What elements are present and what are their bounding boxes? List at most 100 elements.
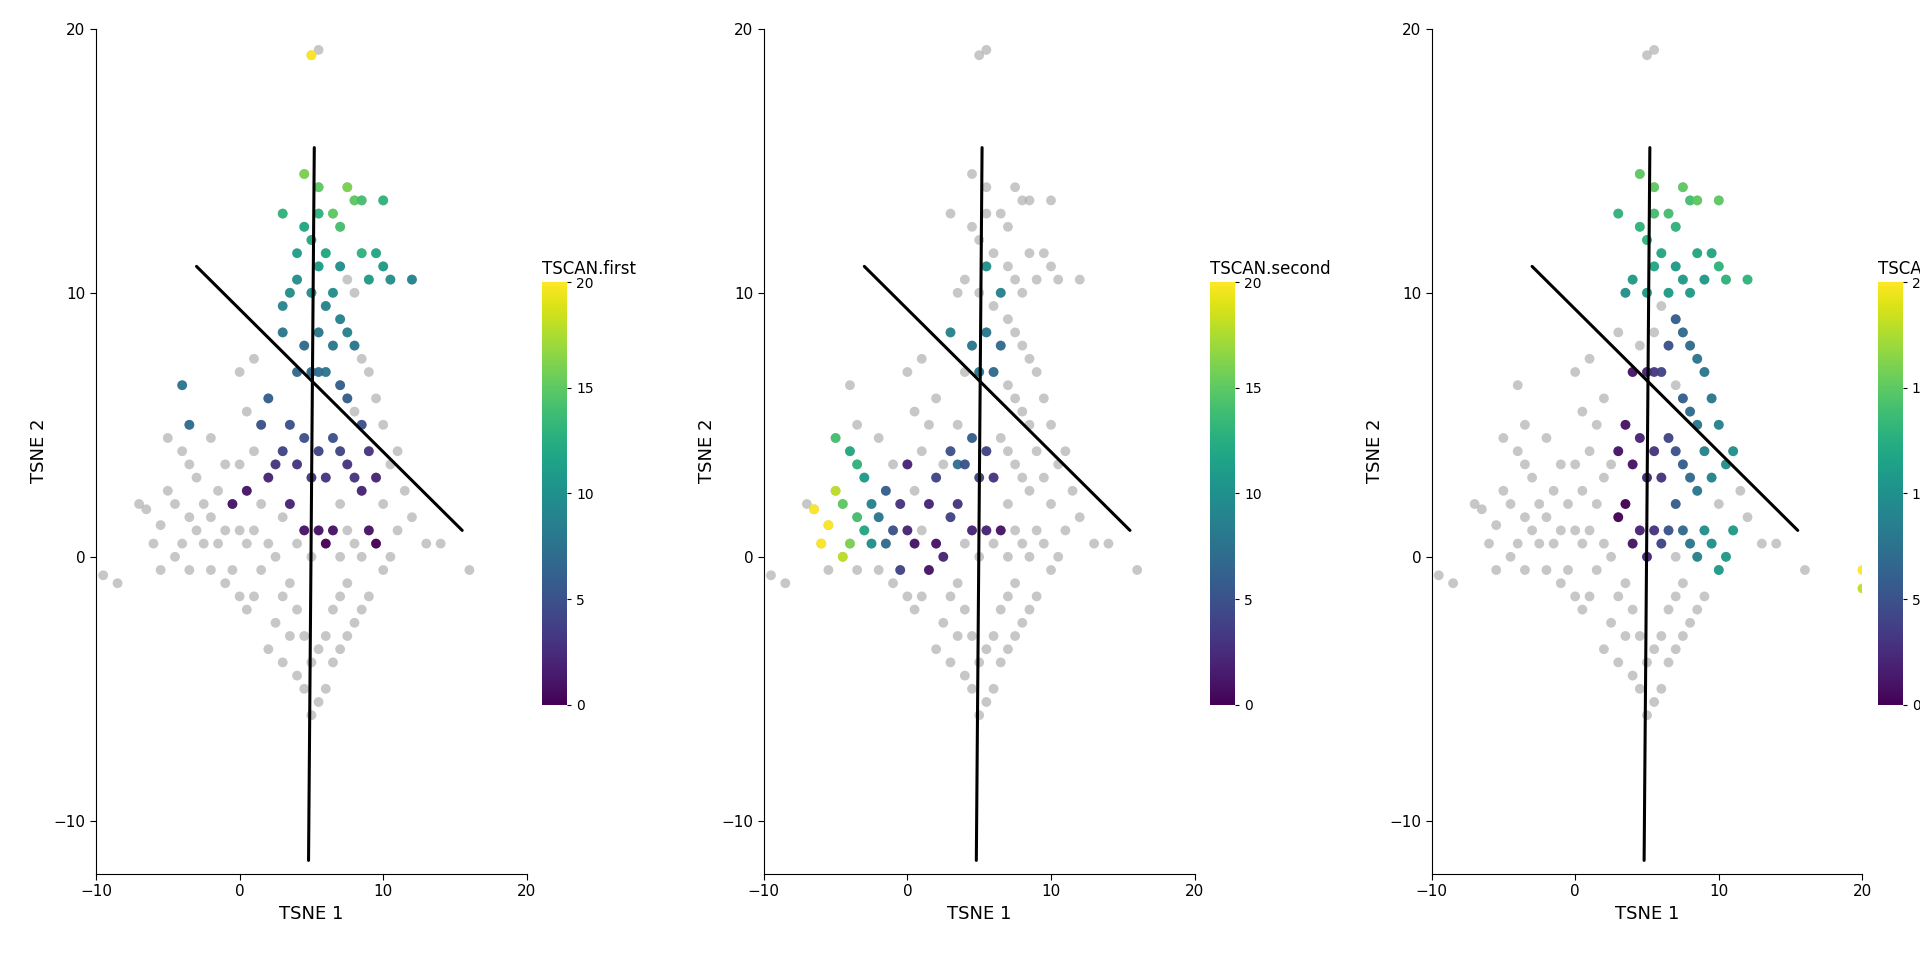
Point	[1690, 272, 1720, 287]
Point	[956, 166, 987, 181]
Point	[311, 536, 342, 551]
Point	[303, 641, 334, 657]
Point	[296, 549, 326, 564]
Point	[1632, 549, 1663, 564]
Point	[1029, 391, 1060, 406]
Point	[922, 641, 952, 657]
Point	[1079, 536, 1110, 551]
Point	[1645, 246, 1676, 261]
Point	[1690, 588, 1720, 604]
Point	[1640, 365, 1670, 380]
Point	[1574, 444, 1605, 459]
Point	[288, 430, 319, 445]
Point	[1603, 655, 1634, 670]
Point	[340, 536, 371, 551]
Point	[311, 365, 342, 380]
Point	[1553, 496, 1584, 512]
Point	[1761, 536, 1791, 551]
Point	[217, 496, 248, 512]
Point	[180, 470, 211, 486]
Point	[324, 219, 355, 234]
Point	[1645, 470, 1676, 486]
Point	[993, 496, 1023, 512]
Point	[288, 338, 319, 353]
Point	[303, 365, 334, 380]
Point	[1661, 496, 1692, 512]
Point	[317, 338, 348, 353]
Point	[311, 365, 342, 380]
Point	[1668, 180, 1699, 195]
Point	[1640, 694, 1670, 709]
Point	[296, 48, 326, 63]
Point	[1488, 430, 1519, 445]
Point	[361, 246, 392, 261]
Point	[317, 338, 348, 353]
Point	[267, 444, 298, 459]
Point	[353, 588, 384, 604]
Point	[877, 523, 908, 539]
Point	[1674, 338, 1705, 353]
Point	[1588, 391, 1619, 406]
Point	[993, 588, 1023, 604]
Point	[353, 444, 384, 459]
Point	[340, 338, 371, 353]
Point	[835, 444, 866, 459]
Point	[1509, 457, 1540, 472]
Point	[993, 311, 1023, 326]
Point	[1603, 206, 1634, 222]
Point	[303, 206, 334, 222]
Point	[296, 655, 326, 670]
Point	[267, 510, 298, 525]
Point	[204, 483, 234, 498]
Point	[1661, 311, 1692, 326]
Point	[899, 536, 929, 551]
Text: TSCAN.second: TSCAN.second	[1210, 260, 1331, 277]
Point	[1690, 444, 1720, 459]
Point	[849, 523, 879, 539]
Point	[324, 444, 355, 459]
Point	[1668, 324, 1699, 340]
Point	[985, 655, 1016, 670]
Point	[1690, 365, 1720, 380]
Point	[812, 563, 843, 578]
Point	[1640, 324, 1670, 340]
Point	[1501, 444, 1532, 459]
Point	[1703, 259, 1734, 275]
Point	[332, 457, 363, 472]
Point	[1014, 483, 1044, 498]
Point	[1014, 193, 1044, 208]
Point	[914, 418, 945, 433]
Point	[1690, 444, 1720, 459]
Point	[1480, 563, 1511, 578]
Point	[267, 588, 298, 604]
Point	[275, 496, 305, 512]
Point	[311, 299, 342, 314]
Point	[1632, 470, 1663, 486]
Point	[225, 365, 255, 380]
Point	[288, 629, 319, 644]
Point	[317, 430, 348, 445]
Point	[1674, 404, 1705, 420]
Point	[1617, 536, 1647, 551]
Point	[1021, 523, 1052, 539]
Y-axis label: TSNE 2: TSNE 2	[697, 419, 716, 484]
Point	[914, 563, 945, 578]
Text: TSCAN.third: TSCAN.third	[1878, 260, 1920, 277]
Point	[1029, 246, 1060, 261]
Point	[102, 576, 132, 591]
Point	[1006, 193, 1037, 208]
Point	[374, 272, 405, 287]
Point	[175, 563, 205, 578]
Point	[180, 523, 211, 539]
Point	[296, 48, 326, 63]
Point	[324, 496, 355, 512]
Point	[1603, 588, 1634, 604]
Point	[1690, 365, 1720, 380]
Point	[1632, 285, 1663, 300]
Point	[346, 483, 376, 498]
Point	[985, 285, 1016, 300]
Point	[972, 259, 1002, 275]
Point	[1695, 246, 1726, 261]
Point	[1703, 193, 1734, 208]
Point	[374, 549, 405, 564]
